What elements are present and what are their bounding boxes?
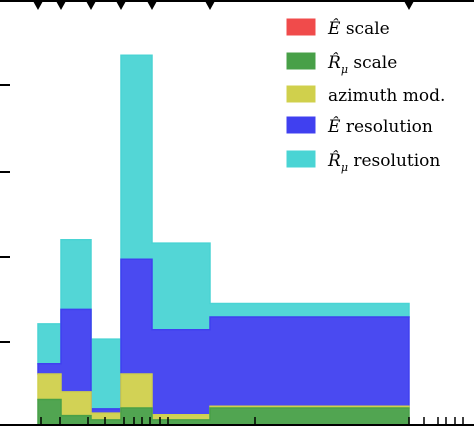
legend-label-main: R̂ bbox=[327, 53, 341, 73]
legend-label-azimuth: azimuth mod. bbox=[328, 86, 445, 106]
top-edge-marker-0 bbox=[33, 1, 43, 10]
legend-entry-r_scale: R̂μ scale bbox=[286, 52, 397, 76]
legend-label-sub: μ bbox=[341, 63, 348, 76]
top-edge-marker-6 bbox=[404, 1, 414, 10]
histogram-bars bbox=[37, 54, 410, 426]
axis-ticks bbox=[0, 1, 464, 425]
top-edge-marker-3 bbox=[116, 1, 126, 10]
legend-label-sub: μ bbox=[341, 161, 348, 174]
legend-swatch-r_res bbox=[286, 150, 316, 168]
legend-label-main: Ê bbox=[327, 18, 341, 39]
legend-label-main: Ê bbox=[327, 116, 341, 137]
legend-swatch-azimuth bbox=[286, 85, 316, 103]
top-edge-marker-5 bbox=[205, 1, 215, 10]
legend-swatch-e_scale bbox=[286, 18, 316, 36]
legend-label-tail: scale bbox=[340, 19, 389, 39]
legend-label-main: R̂ bbox=[327, 151, 341, 171]
legend-label-main: azimuth mod. bbox=[328, 86, 445, 106]
legend-swatch-e_res bbox=[286, 116, 316, 134]
legend-label-r_scale: R̂μ scale bbox=[327, 53, 397, 76]
legend-label-tail: resolution bbox=[340, 117, 432, 137]
top-edge-marker-4 bbox=[147, 1, 157, 10]
top-edge-marker-1 bbox=[56, 1, 66, 10]
legend-entry-azimuth: azimuth mod. bbox=[286, 85, 445, 106]
legend-entry-r_res: R̂μ resolution bbox=[286, 150, 440, 174]
legend-entry-e_scale: Ê scale bbox=[286, 18, 390, 39]
legend-label-r_res: R̂μ resolution bbox=[327, 151, 440, 174]
legend-entry-e_res: Ê resolution bbox=[286, 116, 433, 137]
legend-swatch-r_scale bbox=[286, 52, 316, 70]
legend-label-e_scale: Ê scale bbox=[327, 18, 390, 39]
legend-label-tail: resolution bbox=[348, 151, 440, 171]
top-edge-marker-2 bbox=[86, 1, 96, 10]
legend-label-tail: scale bbox=[348, 53, 397, 73]
legend-label-e_res: Ê resolution bbox=[327, 116, 433, 137]
